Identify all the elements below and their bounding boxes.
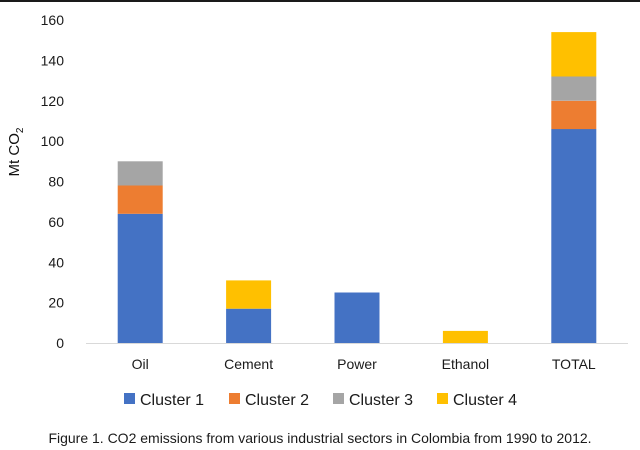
figure-caption: Figure 1. CO2 emissions from various ind… bbox=[48, 430, 592, 446]
y-tick-label: 60 bbox=[48, 214, 64, 230]
y-tick-label: 80 bbox=[48, 174, 64, 190]
y-tick-label: 120 bbox=[41, 93, 65, 109]
y-axis-label-text: Mt CO bbox=[6, 133, 23, 176]
x-axis-ticks: Oil Cement Power Ethanol TOTAL bbox=[132, 356, 596, 372]
legend-swatch bbox=[124, 393, 135, 404]
bar-segment bbox=[551, 76, 597, 101]
bar-segment bbox=[226, 280, 272, 309]
legend-label: Cluster 4 bbox=[453, 392, 517, 409]
y-tick-label: 160 bbox=[41, 12, 65, 28]
y-tick-label: 140 bbox=[41, 52, 65, 68]
y-tick-label: 20 bbox=[48, 295, 64, 311]
legend: Cluster 1 Cluster 2 Cluster 3 Cluster 4 bbox=[124, 392, 517, 409]
y-axis-label: Mt CO2 bbox=[6, 127, 26, 176]
y-tick-label: 100 bbox=[41, 133, 65, 149]
y-axis-ticks: 0 20 40 60 80 100 120 140 160 bbox=[41, 12, 65, 351]
bar-segment bbox=[442, 330, 488, 343]
x-tick-label: Power bbox=[337, 356, 377, 372]
x-tick-label: Cement bbox=[224, 356, 273, 372]
x-tick-label: Oil bbox=[132, 356, 149, 372]
bar-segment bbox=[551, 129, 597, 343]
bar-segment bbox=[117, 213, 163, 343]
y-tick-label: 40 bbox=[48, 254, 64, 270]
y-axis-label-subscript: 2 bbox=[15, 127, 26, 133]
bar-segment bbox=[334, 292, 380, 343]
legend-label: Cluster 3 bbox=[349, 392, 413, 409]
y-tick-label: 0 bbox=[56, 335, 64, 351]
bar-segment bbox=[551, 100, 597, 130]
legend-swatch bbox=[437, 393, 448, 404]
legend-swatch bbox=[229, 393, 240, 404]
top-border-line bbox=[0, 0, 640, 2]
stacked-bar-chart: 0 20 40 60 80 100 120 140 160 Oil Cement Power Etha… bbox=[6, 12, 628, 409]
bar-segment bbox=[551, 32, 597, 77]
bar-segment bbox=[117, 161, 163, 186]
bars bbox=[117, 32, 597, 343]
x-tick-label: TOTAL bbox=[552, 356, 596, 372]
x-tick-label: Ethanol bbox=[442, 356, 489, 372]
bar-segment bbox=[226, 308, 272, 343]
legend-label: Cluster 2 bbox=[245, 392, 309, 409]
legend-label: Cluster 1 bbox=[140, 392, 204, 409]
legend-swatch bbox=[333, 393, 344, 404]
bar-segment bbox=[117, 185, 163, 214]
